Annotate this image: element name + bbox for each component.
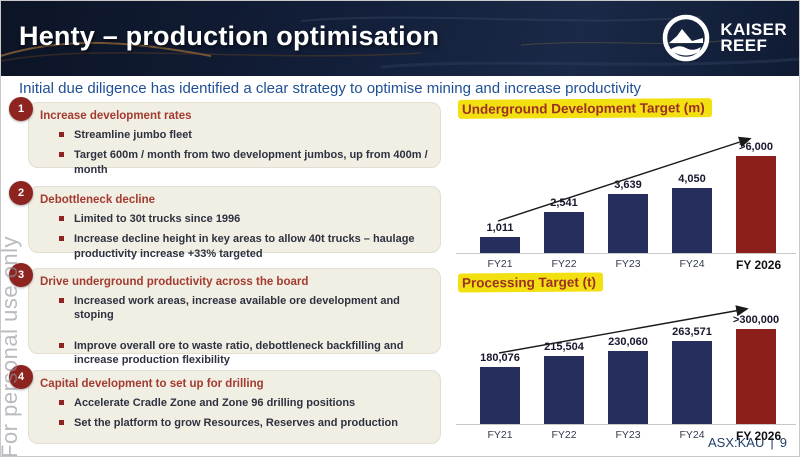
- bar-column: >300,000: [732, 314, 780, 424]
- strategy-heading: Debottleneck decline: [40, 194, 156, 206]
- bullet-text: Limited to 30t trucks since 1996: [74, 213, 241, 225]
- logo-line2: REEF: [720, 36, 768, 55]
- header-background-texture: [1, 16, 799, 69]
- bullet-text: Target 600m / month from two development…: [74, 149, 428, 176]
- underground-development-chart: Underground Development Target (m) 1,011…: [456, 98, 796, 272]
- bullet-item: Accelerate Cradle Zone and Zone 96 drill…: [59, 396, 430, 410]
- chart-plot-area: 1,011 2,541 3,639 4,050 >6,000: [456, 122, 796, 254]
- bar-value-label: 180,076: [480, 352, 520, 364]
- x-axis-label: FY23: [615, 258, 641, 270]
- bullet-item: Limited to 30t trucks since 1996: [59, 212, 430, 226]
- bar: [480, 367, 520, 424]
- bar-value-label: 1,011: [486, 222, 514, 234]
- strategy-number-badge: 2: [9, 181, 33, 205]
- slide-footer: ASX:KAU | 9: [708, 435, 787, 450]
- bullet-square-icon: [59, 132, 64, 137]
- bullet-text: Streamline jumbo fleet: [74, 129, 192, 141]
- bar-value-label: 3,639: [614, 179, 642, 191]
- x-axis-label: FY 2026: [736, 429, 782, 443]
- kaiser-reef-logo: KAISER REEF: [662, 14, 787, 62]
- strategy-number-badge: 4: [9, 365, 33, 389]
- bar-value-label: 2,541: [550, 197, 578, 209]
- bar-column: 230,060: [608, 336, 648, 424]
- bar-value-label: >6,000: [739, 141, 773, 153]
- bullet-square-icon: [59, 342, 64, 348]
- x-axis-label: FY22: [551, 429, 577, 441]
- logo-wordmark: KAISER REEF: [720, 19, 787, 55]
- slide-header: Henty – production optimisation KAISER R…: [1, 1, 799, 76]
- strategy-heading: Increase development rates: [40, 110, 192, 122]
- slide-subtitle: Initial due diligence has identified a c…: [19, 80, 642, 97]
- strategy-box-3: 3 Drive underground productivity across …: [9, 263, 441, 366]
- bar-value-label: 215,504: [544, 341, 584, 353]
- bar: [544, 356, 584, 424]
- x-axis-label: FY24: [679, 429, 705, 441]
- ticker: ASX:KAU: [708, 435, 765, 450]
- strategy-box-4: 4 Capital development to set up for dril…: [9, 365, 441, 444]
- bar-value-label: 230,060: [608, 336, 648, 348]
- bar: [672, 188, 712, 253]
- bullet-item: Increased work areas, increase available…: [59, 294, 430, 323]
- page-number: 9: [779, 435, 787, 450]
- x-axis: FY21 FY22 FY23 FY24 FY 2026: [456, 425, 796, 443]
- bar: [608, 194, 648, 253]
- bar: [672, 341, 712, 424]
- chart-plot-area: 180,076 215,504 230,060 263,571 >300,000: [456, 296, 796, 425]
- bar-column: 263,571: [672, 326, 712, 424]
- footer-separator: |: [770, 435, 774, 450]
- bar: [544, 212, 584, 253]
- bullet-text: Increased work areas, increase available…: [74, 295, 400, 322]
- bullet-square-icon: [59, 152, 64, 158]
- bullet-text: Increase decline height in key areas to …: [74, 233, 415, 260]
- x-axis-label: FY21: [487, 429, 513, 441]
- strategy-number-badge: 1: [9, 97, 33, 121]
- bar-column: 1,011: [480, 222, 520, 253]
- strategy-heading: Drive underground productivity across th…: [40, 276, 309, 288]
- bar-column: 2,541: [544, 197, 584, 253]
- x-axis-label: FY24: [679, 258, 705, 270]
- bullet-square-icon: [59, 216, 64, 221]
- x-axis-label: FY 2026: [736, 258, 782, 272]
- bar-value-label: >300,000: [732, 314, 780, 326]
- bullet-item: Improve overall ore to waste ratio, debo…: [59, 339, 430, 368]
- bullet-square-icon: [59, 400, 64, 405]
- chart-title-highlighted: Processing Target (t): [457, 272, 604, 293]
- mountain-wave-circle-icon: [663, 14, 710, 62]
- chart-title-highlighted: Underground Development Target (m): [457, 98, 712, 119]
- bar-column: 3,639: [608, 179, 648, 253]
- bullet-square-icon: [59, 298, 64, 303]
- bar-column: >6,000: [736, 141, 776, 253]
- strategy-number-badge: 3: [9, 263, 33, 287]
- bullet-item: Target 600m / month from two development…: [59, 148, 430, 177]
- bar: [736, 329, 776, 424]
- x-axis: FY21 FY22 FY23 FY24 FY 2026: [456, 254, 796, 272]
- x-axis-label: FY23: [615, 429, 641, 441]
- bar-value-label: 263,571: [672, 326, 712, 338]
- bar-column: 215,504: [544, 341, 584, 424]
- bullet-square-icon: [59, 420, 64, 426]
- bar-column: 180,076: [480, 352, 520, 424]
- strategy-box-2: 2 Debottleneck decline Limited to 30t tr…: [9, 181, 441, 260]
- x-axis-label: FY22: [551, 258, 577, 270]
- bullet-item: Increase decline height in key areas to …: [59, 232, 430, 261]
- page-title: Henty – production optimisation: [19, 21, 440, 51]
- strategy-heading: Capital development to set up for drilli…: [40, 378, 264, 390]
- processing-target-chart: Processing Target (t) 180,076 215,504 230,…: [456, 272, 796, 443]
- logo-line1: KAISER: [720, 19, 787, 39]
- bar-column: 4,050: [672, 173, 712, 253]
- bar: [736, 156, 776, 253]
- x-axis-label: FY21: [487, 258, 513, 270]
- bullet-text: Set the platform to grow Resources, Rese…: [74, 417, 398, 430]
- bar-value-label: 4,050: [678, 173, 706, 185]
- strategy-box-1: 1 Increase development rates Streamline …: [9, 97, 441, 176]
- bullet-square-icon: [59, 236, 64, 242]
- bar: [608, 351, 648, 424]
- bar: [480, 237, 520, 253]
- bullet-item: Set the platform to grow Resources, Rese…: [59, 416, 430, 430]
- bullet-text: Accelerate Cradle Zone and Zone 96 drill…: [74, 397, 356, 409]
- bullet-item: Streamline jumbo fleet: [59, 128, 430, 142]
- bullet-text: Improve overall ore to waste ratio, debo…: [74, 339, 404, 366]
